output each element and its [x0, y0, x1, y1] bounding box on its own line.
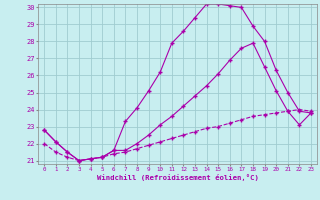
- X-axis label: Windchill (Refroidissement éolien,°C): Windchill (Refroidissement éolien,°C): [97, 174, 259, 181]
